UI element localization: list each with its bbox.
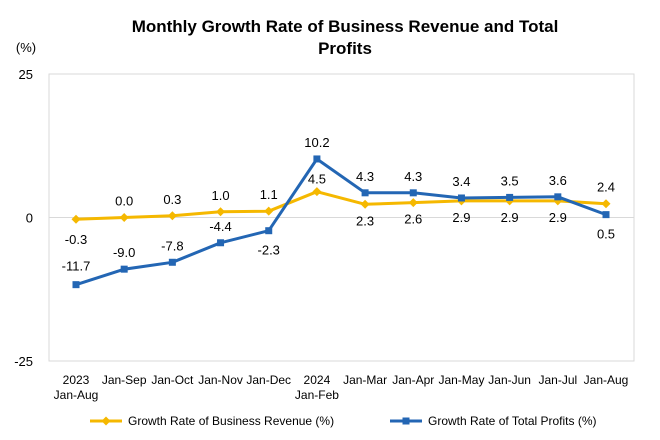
- profit-data-label: 3.6: [549, 173, 567, 188]
- profit-point: [506, 193, 514, 201]
- profit-point: [168, 258, 176, 266]
- profit-data-label: 4.3: [356, 169, 374, 184]
- x-tick-label: Jan-Sep: [102, 373, 147, 387]
- revenue-point: [71, 214, 81, 224]
- series-line-1: [75, 190, 607, 221]
- legend-label: Growth Rate of Business Revenue (%): [128, 414, 334, 428]
- revenue-data-label: 0.0: [115, 194, 133, 209]
- profit-point: [409, 189, 417, 197]
- revenue-data-label: 2.9: [452, 210, 470, 225]
- y-axis-unit-label: (%): [16, 40, 36, 55]
- data-labels: -0.3 0.0 0.3 1.0 1.1 4.5 2.3 2.6 2.9 2.9 2.9 2.4 -11…: [62, 135, 615, 274]
- revenue-point: [408, 198, 418, 208]
- profit-data-label: 4.3: [404, 169, 422, 184]
- revenue-data-label: 2.3: [356, 213, 374, 228]
- legend-marker: [402, 417, 410, 425]
- profit-data-label: -4.4: [209, 219, 231, 234]
- profit-point: [120, 265, 128, 273]
- revenue-point: [360, 199, 370, 209]
- revenue-data-label: 1.0: [212, 188, 230, 203]
- legend: Growth Rate of Business Revenue (%) Growt…: [90, 414, 597, 428]
- profit-data-label: -11.7: [62, 259, 91, 274]
- revenue-point: [119, 213, 129, 222]
- legend-label: Growth Rate of Total Profits (%): [428, 414, 597, 428]
- revenue-data-label: 4.5: [308, 172, 326, 187]
- profit-point: [457, 194, 465, 202]
- x-tick-label: Jan-Dec: [246, 373, 291, 387]
- profit-data-label: -9.0: [113, 245, 135, 260]
- revenue-data-label: -0.3: [65, 232, 87, 247]
- y-tick-label: -25: [14, 354, 33, 369]
- x-tick-label: Jan-Jun: [488, 373, 531, 387]
- profit-data-label: -7.8: [161, 238, 183, 253]
- profit-data-label: 3.5: [501, 173, 519, 188]
- profit-point: [313, 155, 321, 163]
- revenue-point: [264, 206, 274, 216]
- profit-point: [72, 281, 80, 289]
- profit-data-label: 10.2: [304, 135, 329, 150]
- legend-marker: [101, 416, 111, 426]
- revenue-data-label: 2.9: [549, 210, 567, 225]
- profit-point: [554, 193, 562, 201]
- x-tick-label: Jan-May: [438, 373, 484, 387]
- x-tick-label: 2024 Jan-Feb: [295, 373, 339, 402]
- profit-data-label: 3.4: [452, 174, 470, 189]
- y-tick-label: 0: [26, 211, 33, 226]
- x-tick-label: Jan-Mar: [343, 373, 387, 387]
- profit-data-label: -2.3: [258, 243, 280, 258]
- chart-title-line-2: Profits: [318, 39, 372, 58]
- revenue-data-label: 2.6: [404, 212, 422, 227]
- revenue-point: [601, 199, 611, 209]
- profit-point: [265, 227, 273, 235]
- revenue-point: [312, 187, 322, 197]
- revenue-point: [216, 207, 226, 217]
- profit-point: [217, 239, 225, 247]
- x-tick-label: Jan-Apr: [392, 373, 434, 387]
- x-tick-label: Jan-Jul: [538, 373, 577, 387]
- series-line-2: [75, 157, 607, 287]
- revenue-data-label: 2.4: [597, 180, 615, 195]
- profit-point: [602, 211, 610, 219]
- revenue-point: [167, 211, 177, 221]
- revenue-data-label: 1.1: [260, 187, 278, 202]
- x-tick-label: 2023 Jan-Aug: [54, 373, 99, 402]
- series-lines: [71, 155, 611, 289]
- profit-data-label: 0.5: [597, 227, 615, 242]
- revenue-data-label: 0.3: [163, 192, 181, 207]
- profit-point: [361, 189, 369, 197]
- x-tick-label: Jan-Oct: [151, 373, 194, 387]
- y-tick-label: 25: [19, 67, 33, 82]
- revenue-data-label: 2.9: [501, 210, 519, 225]
- x-tick-label: Jan-Nov: [198, 373, 243, 387]
- x-tick-label: Jan-Aug: [584, 373, 629, 387]
- chart-title-line-1: Monthly Growth Rate of Business Revenue …: [132, 17, 559, 36]
